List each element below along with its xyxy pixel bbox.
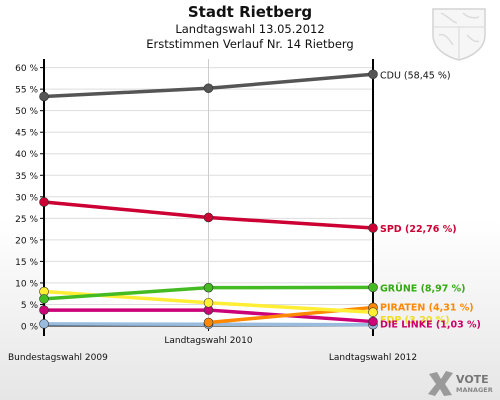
data-point [39, 91, 49, 102]
y-tick-label: 20 % [15, 236, 38, 246]
data-point [39, 319, 49, 329]
vote-x-icon [428, 371, 453, 396]
labels: CDU (58,45 %) SPD (22,76 %) GRÜNE (8,97 %)… [380, 70, 481, 330]
data-point [203, 212, 214, 223]
series-end-label: CDU (58,45 %) [380, 70, 451, 81]
x-tick-label: Landtagswahl 2012 [329, 353, 417, 363]
data-point [368, 307, 378, 318]
logo-text-vote: VOTE [456, 373, 489, 386]
data-point [368, 282, 378, 293]
chart-header: Stadt Rietberg Landtagswahl 13.05.2012 E… [0, 0, 500, 52]
data-point [203, 83, 214, 94]
data-point [39, 305, 49, 315]
grid [44, 59, 373, 327]
y-tick-label: 60 % [15, 64, 38, 74]
chart-title: Stadt Rietberg [187, 3, 313, 21]
data-point [39, 294, 49, 304]
logo-text-manager: MANAGER [456, 386, 493, 394]
series-end-label: SPD (22,76 %) [380, 224, 457, 235]
y-tick-label: 10 % [15, 279, 38, 289]
y-tick-label: 30 % [15, 193, 38, 203]
y-tick-label: 5 % [21, 301, 39, 311]
data-point [203, 297, 214, 308]
y-tick-label: 55 % [15, 86, 38, 96]
y-tick-label: 15 % [15, 258, 38, 268]
x-tick-label: Landtagswahl 2010 [164, 336, 253, 346]
vote-manager-logo: VOTE MANAGER [428, 371, 493, 396]
data-point [368, 223, 378, 233]
series-end-label: GRÜNE (8,97 %) [380, 283, 466, 294]
data-point [39, 197, 49, 207]
y-tick-label: 35 % [15, 172, 38, 182]
data-point [368, 316, 378, 327]
coat-of-arms-icon [432, 8, 486, 61]
y-tick-label: 0 % [21, 323, 39, 333]
y-tick-label: 25 % [15, 215, 38, 225]
chart-subtitle-election: Landtagswahl 13.05.2012 [175, 22, 325, 36]
y-tick-label: 40 % [15, 150, 38, 160]
series [39, 69, 378, 330]
y-tick-label: 50 % [15, 107, 38, 117]
data-point [368, 69, 378, 80]
series-end-label: PIRATEN (4,31 %) [380, 302, 474, 313]
data-point [203, 317, 214, 328]
x-tick-label: Bundestagswahl 2009 [8, 353, 108, 363]
chart-subtitle-detail: Erststimmen Verlauf Nr. 14 Rietberg [146, 37, 354, 51]
data-point [203, 282, 214, 293]
series-end-label: FDP (3,20 %) [380, 315, 450, 326]
series-end-label: DIE LINKE (1,03 %) [380, 320, 481, 331]
y-tick-label: 45 % [15, 129, 38, 139]
